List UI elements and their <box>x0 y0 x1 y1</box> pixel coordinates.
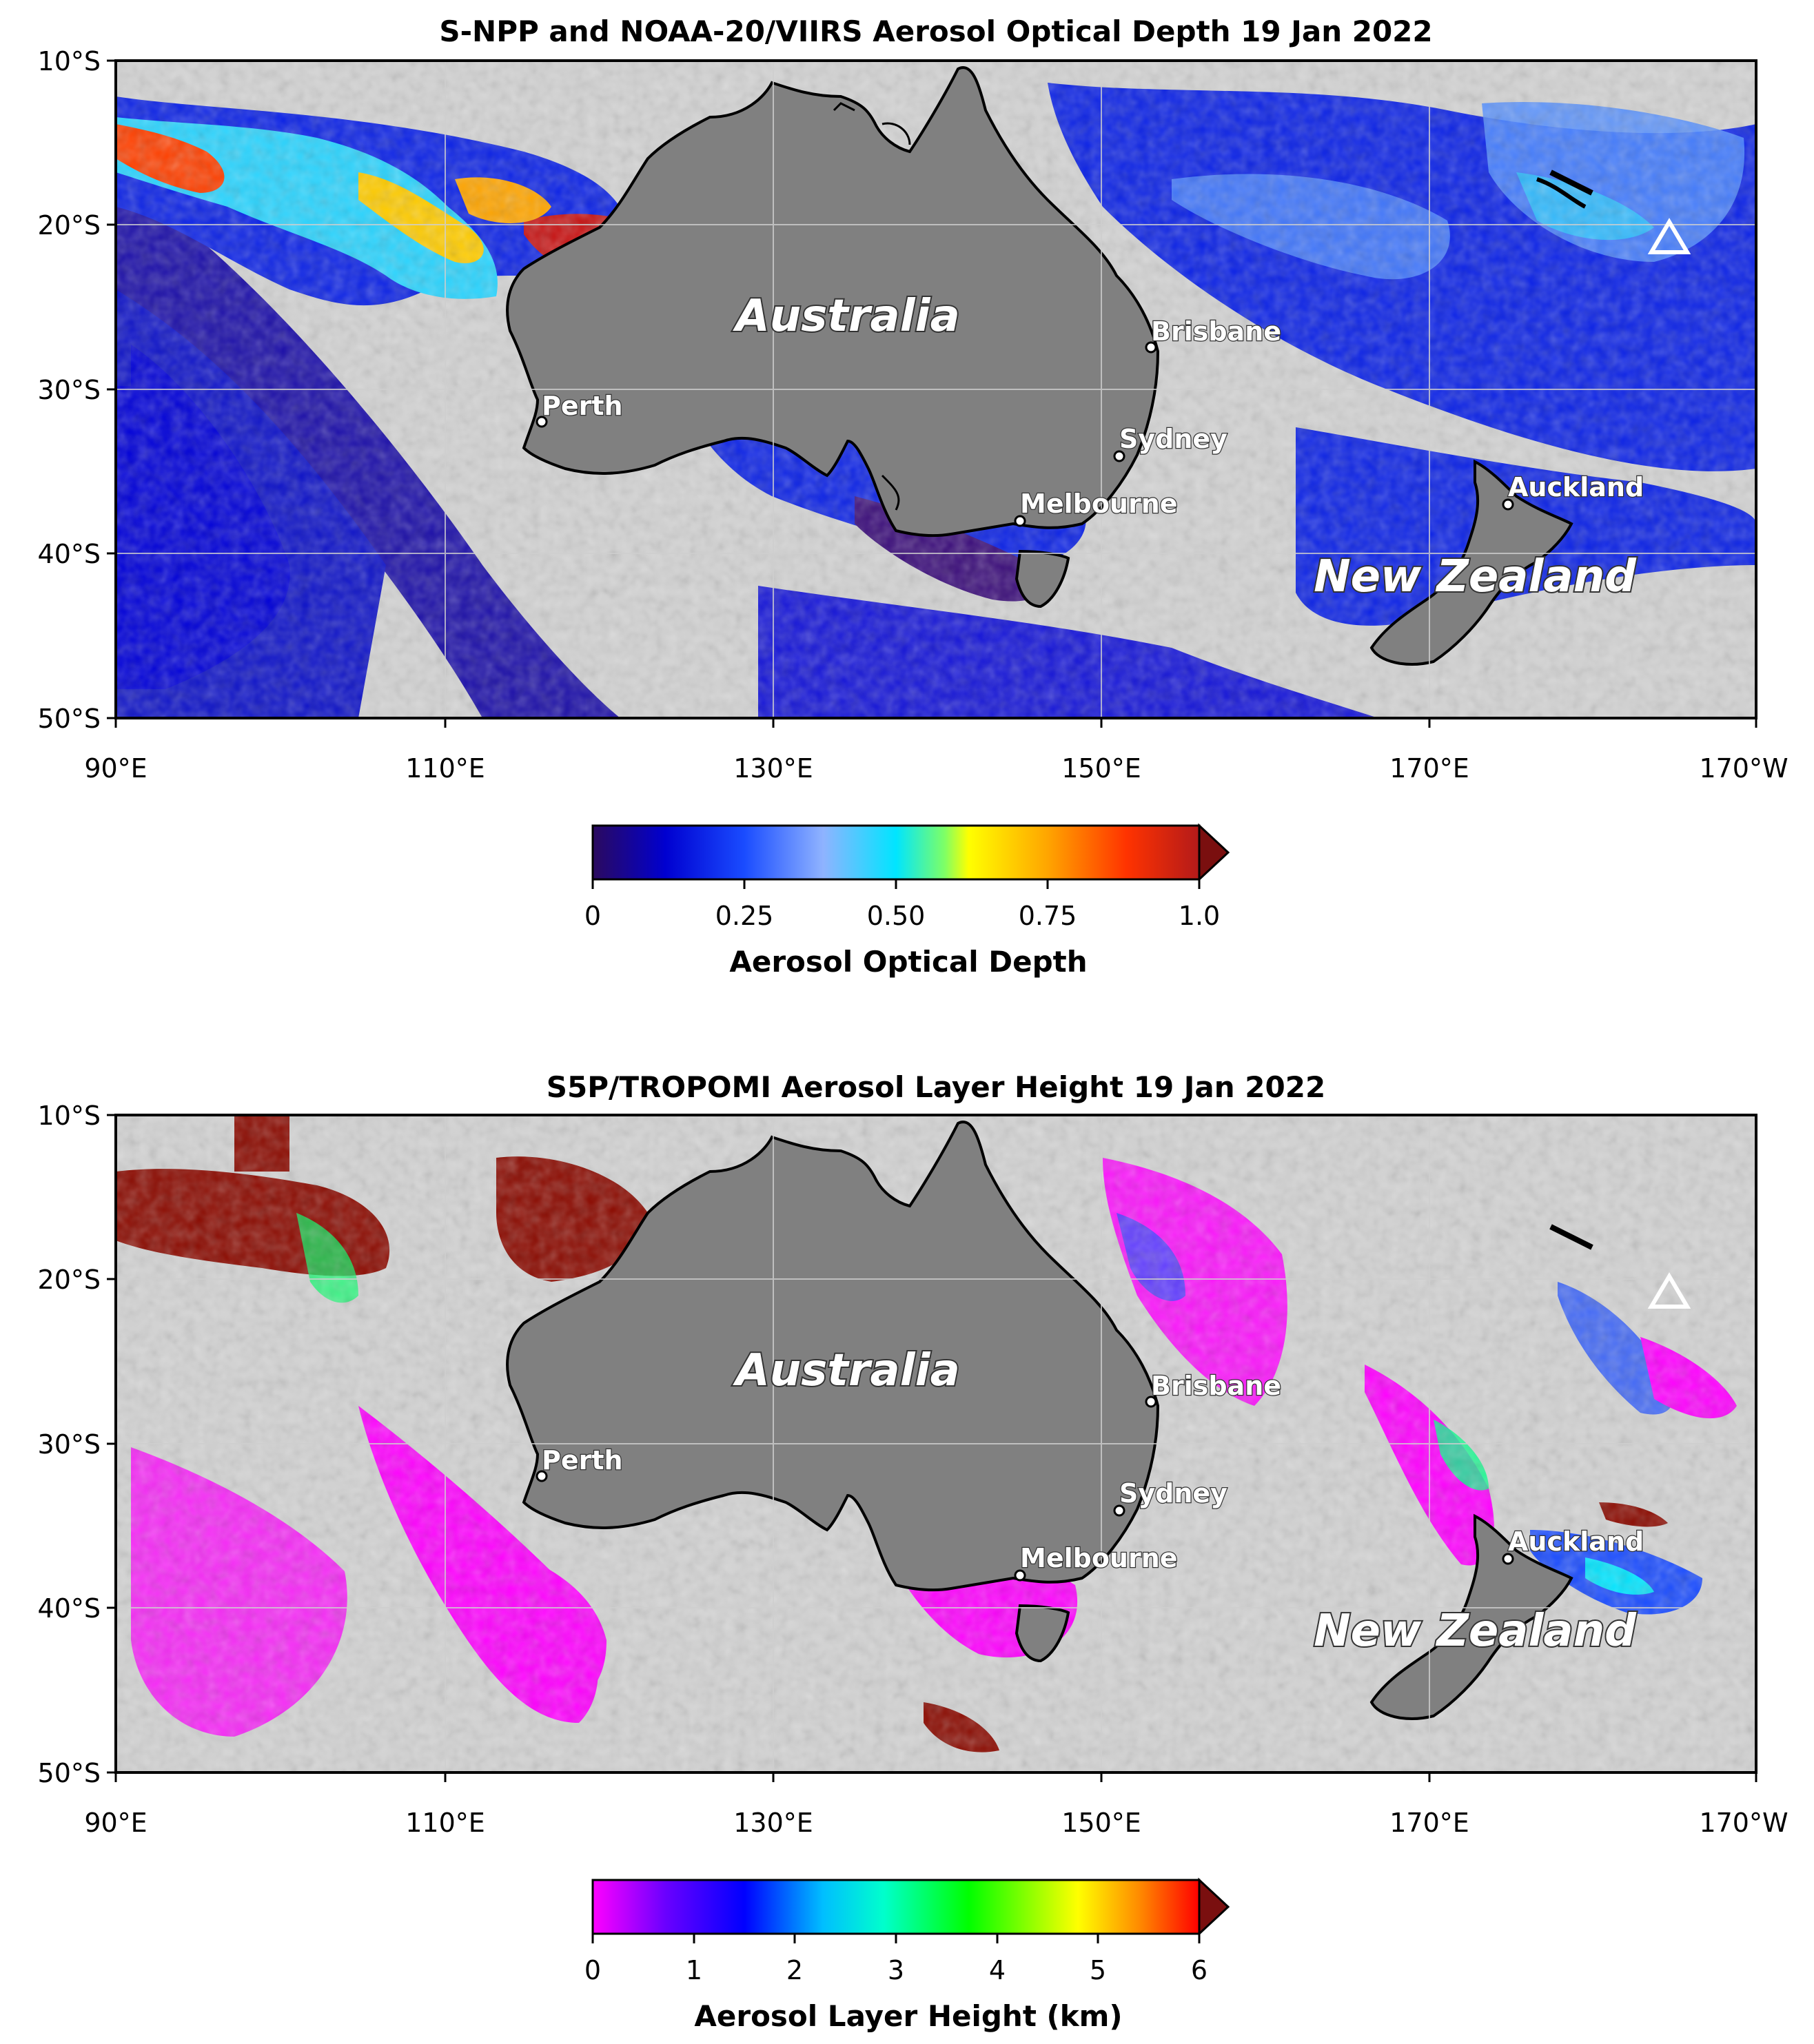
lon-tick-label: 170°W <box>1699 1808 1788 1838</box>
aod-colorbar-tick: 1.0 <box>1179 901 1220 931</box>
lon-tick-label: 170°E <box>1389 753 1469 784</box>
lat-tick-label: 30°S <box>38 1429 101 1460</box>
new-zealand-landmass <box>1369 1513 1573 1720</box>
australia-landmass <box>506 66 1160 538</box>
aod-lon-axis: 90°E 110°E 130°E 150°E 170°E 170°W <box>84 718 1788 784</box>
lon-tick-label: 150°E <box>1061 1808 1141 1838</box>
aod-colorbar-extend-arrow <box>1198 823 1230 882</box>
lat-tick-label: 20°S <box>38 1265 101 1295</box>
alh-colorbar-tick: 1 <box>686 1955 702 1985</box>
lat-tick-label: 30°S <box>38 375 101 405</box>
lon-tick-label: 110°E <box>405 1808 485 1838</box>
aod-panel-title: S-NPP and NOAA-20/VIIRS Aerosol Optical … <box>439 14 1432 48</box>
region-label-australia: Australia <box>732 291 960 342</box>
aod-land <box>506 66 1593 666</box>
aod-city-markers: Brisbane Perth Sydney Melbourne Auckland <box>536 316 1644 527</box>
city-label-melbourne: Melbourne <box>1020 1543 1178 1573</box>
aod-colorbar-label: Aerosol Optical Depth <box>729 945 1087 979</box>
lon-tick-label: 110°E <box>405 753 485 784</box>
aod-colorbar-tick: 0.50 <box>867 901 926 931</box>
city-label-melbourne: Melbourne <box>1020 489 1178 519</box>
city-dot-melbourne <box>1014 1569 1026 1582</box>
aod-lat-axis: 10°S 20°S 30°S 40°S 50°S <box>38 46 116 734</box>
city-dot-melbourne <box>1014 515 1026 527</box>
alh-panel-title: S5P/TROPOMI Aerosol Layer Height 19 Jan … <box>547 1070 1325 1104</box>
lat-tick-label: 10°S <box>38 1101 101 1131</box>
region-label-australia: Australia <box>732 1345 960 1396</box>
city-label-perth: Perth <box>542 391 623 421</box>
city-dot-auckland <box>1502 498 1514 511</box>
aod-gridlines <box>116 61 1756 718</box>
lat-tick-label: 50°S <box>38 704 101 734</box>
alh-lon-axis: 90°E 110°E 130°E 150°E 170°E 170°W <box>84 1772 1788 1838</box>
alh-colorbar-tick: 6 <box>1191 1955 1207 1985</box>
city-label-auckland: Auckland <box>1508 472 1644 502</box>
aod-map: Australia New Zealand Brisbane Perth Syd… <box>116 61 1756 718</box>
lon-tick-label: 130°E <box>733 753 813 784</box>
aod-colorbar-tick: 0 <box>584 901 601 931</box>
alh-colorbar-ramp <box>591 1879 1201 1935</box>
alh-lat-axis: 10°S 20°S 30°S 40°S 50°S <box>38 1101 116 1788</box>
aod-colorbar-tick: 0.75 <box>1019 901 1077 931</box>
lat-tick-label: 10°S <box>38 46 101 76</box>
aod-panel: S-NPP and NOAA-20/VIIRS Aerosol Optical … <box>38 14 1788 979</box>
city-dot-sydney <box>1113 450 1125 462</box>
city-dot-perth <box>536 1470 548 1482</box>
city-label-sydney: Sydney <box>1119 1478 1227 1509</box>
region-label-new-zealand: New Zealand <box>1314 551 1637 602</box>
city-dot-brisbane <box>1145 341 1157 354</box>
lat-tick-label: 40°S <box>38 1593 101 1624</box>
lon-tick-label: 170°E <box>1389 1808 1469 1838</box>
australia-landmass <box>506 1121 1160 1592</box>
alh-colorbar: 0 1 2 3 4 5 6 Aerosol Layer Height (km) <box>584 1877 1230 2033</box>
new-zealand-landmass <box>1369 459 1573 666</box>
aod-colorbar-ramp <box>591 824 1201 881</box>
alh-panel: S5P/TROPOMI Aerosol Layer Height 19 Jan … <box>38 1070 1788 2033</box>
volcano-marker-icon <box>1647 218 1691 254</box>
aod-colorbar: 0 0.25 0.50 0.75 1.0 Aerosol Optical Dep… <box>584 823 1230 979</box>
lat-tick-label: 50°S <box>38 1758 101 1788</box>
alh-city-markers: Brisbane Perth Sydney Melbourne Auckland <box>536 1370 1644 1582</box>
city-label-brisbane: Brisbane <box>1151 316 1281 347</box>
lat-tick-label: 40°S <box>38 539 101 569</box>
alh-colorbar-tick: 5 <box>1090 1955 1106 1985</box>
lon-tick-label: 150°E <box>1061 753 1141 784</box>
city-label-auckland: Auckland <box>1508 1526 1644 1557</box>
city-label-sydney: Sydney <box>1119 424 1227 454</box>
alh-colorbar-label: Aerosol Layer Height (km) <box>694 1999 1122 2033</box>
alh-colorbar-tick: 3 <box>888 1955 904 1985</box>
city-dot-brisbane <box>1145 1396 1157 1408</box>
lon-tick-label: 90°E <box>84 753 147 784</box>
city-dot-sydney <box>1113 1504 1125 1517</box>
lon-tick-label: 90°E <box>84 1808 147 1838</box>
alh-colorbar-tick: 2 <box>786 1955 803 1985</box>
lon-tick-label: 170°W <box>1699 753 1788 784</box>
alh-gridlines <box>116 1115 1756 1772</box>
alh-land <box>506 1121 1593 1720</box>
alh-map: Australia New Zealand Brisbane Perth Syd… <box>116 1115 1756 1772</box>
city-label-perth: Perth <box>542 1445 623 1475</box>
alh-colorbar-tick: 0 <box>584 1955 601 1985</box>
city-dot-auckland <box>1502 1553 1514 1565</box>
city-dot-perth <box>536 416 548 428</box>
lat-tick-label: 20°S <box>38 210 101 241</box>
lon-tick-label: 130°E <box>733 1808 813 1838</box>
aod-colorbar-tick: 0.25 <box>715 901 774 931</box>
alh-colorbar-extend-arrow <box>1198 1877 1230 1936</box>
volcano-marker-icon <box>1647 1272 1691 1309</box>
region-label-new-zealand: New Zealand <box>1314 1606 1637 1657</box>
alh-colorbar-tick: 4 <box>989 1955 1006 1985</box>
city-label-brisbane: Brisbane <box>1151 1371 1281 1401</box>
